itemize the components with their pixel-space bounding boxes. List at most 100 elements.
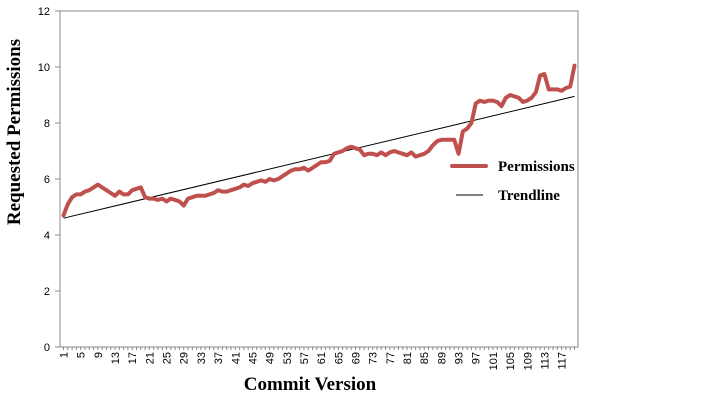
- permissions-data-point: [449, 139, 450, 140]
- permissions-data-point: [273, 180, 274, 181]
- x-tick-label: 61: [316, 352, 328, 364]
- x-tick-label: 73: [368, 352, 380, 364]
- permissions-data-point: [157, 200, 158, 201]
- x-tick-label: 21: [144, 352, 156, 364]
- permissions-data-point: [179, 201, 180, 202]
- permissions-data-point: [514, 96, 515, 97]
- permissions-data-point: [127, 194, 128, 195]
- permissions-data-point: [213, 193, 214, 194]
- permissions-data-point: [192, 197, 193, 198]
- permissions-data-point: [492, 100, 493, 101]
- permissions-data-point: [196, 195, 197, 196]
- permissions-data-point: [166, 201, 167, 202]
- permissions-data-point: [286, 173, 287, 174]
- x-tick-label: 81: [402, 352, 414, 364]
- permissions-data-point: [312, 167, 313, 168]
- permissions-data-point: [265, 181, 266, 182]
- permissions-data-point: [175, 200, 176, 201]
- y-tick-label: 6: [44, 174, 50, 186]
- permissions-data-point: [428, 151, 429, 152]
- x-tick-label: 69: [351, 352, 363, 364]
- x-tick-label: 85: [419, 352, 431, 364]
- permissions-data-point: [445, 139, 446, 140]
- permissions-data-point: [518, 97, 519, 98]
- y-tick-label: 12: [38, 6, 50, 18]
- permissions-data-point: [149, 198, 150, 199]
- x-tick-label: 105: [505, 352, 517, 370]
- y-tick-label: 2: [44, 286, 50, 298]
- permissions-data-point: [522, 102, 523, 103]
- permissions-data-point: [561, 90, 562, 91]
- permissions-data-point: [102, 187, 103, 188]
- y-tick-label: 8: [44, 118, 50, 130]
- permissions-data-point: [123, 194, 124, 195]
- permissions-data-point: [209, 194, 210, 195]
- permissions-data-point: [501, 106, 502, 107]
- permissions-data-point: [321, 162, 322, 163]
- legend-label-trendline: Trendline: [498, 188, 560, 204]
- permissions-data-point: [535, 92, 536, 93]
- permissions-data-point: [261, 180, 262, 181]
- permissions-data-point: [548, 89, 549, 90]
- permissions-data-point: [351, 146, 352, 147]
- permissions-data-point: [540, 75, 541, 76]
- permissions-data-point: [84, 191, 85, 192]
- x-tick-label: 29: [179, 352, 191, 364]
- permissions-data-point: [424, 153, 425, 154]
- permissions-data-point: [278, 179, 279, 180]
- permissions-data-point: [239, 187, 240, 188]
- permissions-data-point: [295, 169, 296, 170]
- x-tick-label: 97: [471, 352, 483, 364]
- permissions-data-point: [80, 194, 81, 195]
- permissions-data-point: [222, 191, 223, 192]
- permissions-data-point: [574, 65, 575, 66]
- permissions-data-point: [557, 89, 558, 90]
- permissions-data-point: [67, 204, 68, 205]
- x-axis-title: Commit Version: [244, 374, 377, 395]
- permissions-data-point: [398, 152, 399, 153]
- permissions-data-point: [364, 155, 365, 156]
- permissions-data-point: [570, 86, 571, 87]
- x-tick-label: 53: [282, 352, 294, 364]
- permissions-data-point: [205, 195, 206, 196]
- permissions-data-point: [200, 195, 201, 196]
- plot-area-border: [59, 10, 579, 348]
- permissions-data-point: [63, 215, 64, 216]
- permissions-data-point: [291, 170, 292, 171]
- permissions-data-point: [183, 205, 184, 206]
- x-tick-label: 45: [247, 352, 259, 364]
- x-tick-label: 33: [196, 352, 208, 364]
- x-tick-label: 77: [385, 352, 397, 364]
- x-tick-label: 65: [333, 352, 345, 364]
- x-tick-label: 17: [127, 352, 139, 364]
- permissions-data-point: [497, 102, 498, 103]
- permissions-data-point: [407, 155, 408, 156]
- permissions-data-point: [316, 165, 317, 166]
- permissions-data-point: [218, 190, 219, 191]
- x-tick-label: 41: [230, 352, 242, 364]
- permissions-data-point: [269, 179, 270, 180]
- permissions-data-point: [437, 141, 438, 142]
- x-tick-label: 1: [59, 352, 71, 358]
- permissions-data-point: [480, 100, 481, 101]
- permissions-data-point: [162, 198, 163, 199]
- permissions-data-point: [188, 198, 189, 199]
- permissions-data-point: [145, 197, 146, 198]
- permissions-data-point: [355, 148, 356, 149]
- permissions-data-point: [368, 153, 369, 154]
- permissions-data-point: [553, 89, 554, 90]
- permissions-data-point: [110, 193, 111, 194]
- permissions-data-point: [441, 139, 442, 140]
- x-tick-label: 9: [93, 352, 105, 358]
- x-tick-label: 101: [488, 352, 500, 370]
- permissions-data-point: [106, 190, 107, 191]
- permissions-data-point: [256, 181, 257, 182]
- x-tick-label: 117: [557, 352, 569, 370]
- permissions-data-point: [140, 187, 141, 188]
- permissions-data-point: [484, 102, 485, 103]
- permissions-data-point: [76, 194, 77, 195]
- permissions-data-point: [544, 74, 545, 75]
- permissions-data-point: [372, 153, 373, 154]
- permissions-data-point: [411, 152, 412, 153]
- permissions-data-point: [381, 152, 382, 153]
